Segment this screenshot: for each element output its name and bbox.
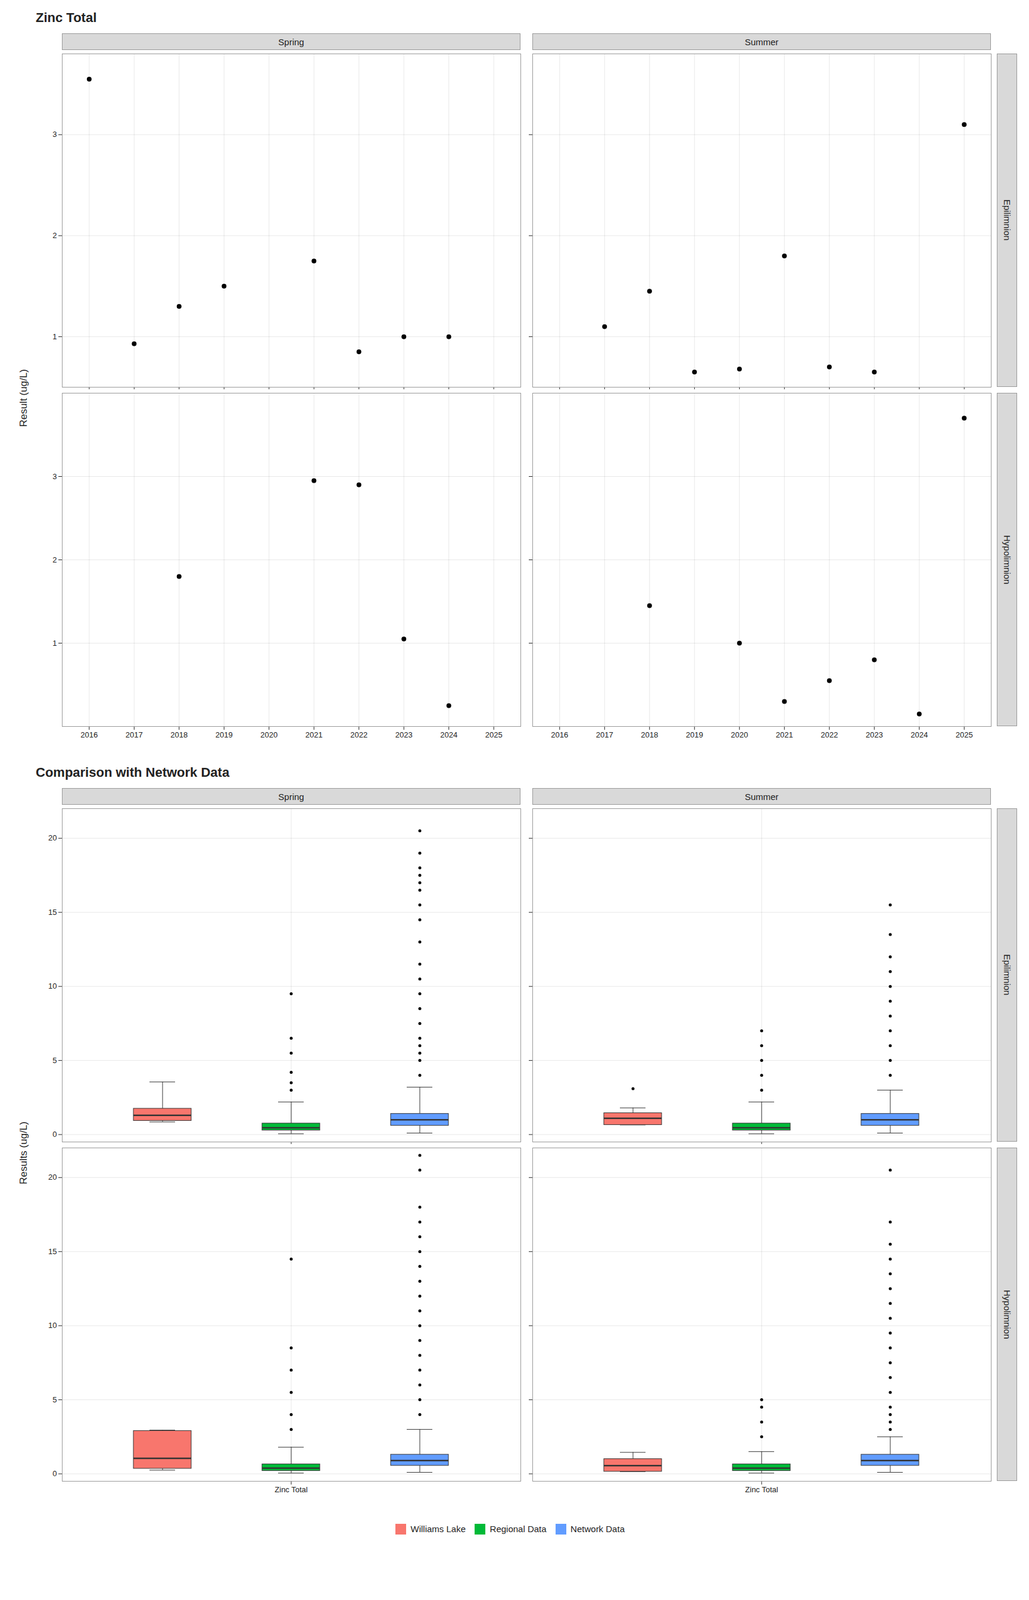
html-text:Regional Data: Regional Data: [489, 1524, 547, 1535]
svg-text:2018: 2018: [640, 730, 659, 740]
svg-text:0: 0: [52, 1130, 57, 1140]
svg-text:10: 10: [48, 981, 57, 991]
svg-text:2024: 2024: [910, 730, 928, 740]
html-text:Summer: Summer: [744, 36, 779, 47]
svg-text:3: 3: [52, 129, 57, 139]
svg-text:2: 2: [52, 231, 57, 240]
html-text:Summer: Summer: [744, 791, 779, 802]
svg-text:2023: 2023: [395, 730, 413, 740]
svg-text:Zinc Total: Zinc Total: [274, 1485, 308, 1495]
svg-text:15: 15: [48, 908, 57, 918]
svg-text:2024: 2024: [440, 730, 458, 740]
svg-text:2020: 2020: [260, 730, 278, 740]
svg-text:5: 5: [52, 1395, 57, 1405]
svg-text:10: 10: [48, 1321, 57, 1331]
svg-text:20: 20: [48, 833, 57, 843]
html-text:Hypolimnion: Hypolimnion: [1001, 535, 1013, 585]
html-text:Spring: Spring: [278, 36, 305, 47]
svg-text:15: 15: [48, 1247, 57, 1257]
svg-text:2022: 2022: [350, 730, 368, 740]
html-text:Result (ug/L): Result (ug/L): [17, 369, 30, 428]
html-text:Epilimnion: Epilimnion: [1001, 199, 1013, 241]
svg-text:2025: 2025: [955, 730, 974, 740]
html-text:Spring: Spring: [278, 791, 305, 802]
svg-text:2020: 2020: [730, 730, 748, 740]
svg-text:2: 2: [52, 555, 57, 565]
svg-text:2021: 2021: [775, 730, 794, 740]
svg-text:2023: 2023: [865, 730, 884, 740]
svg-text:0: 0: [52, 1469, 57, 1479]
svg-text:Zinc Total: Zinc Total: [744, 1485, 779, 1495]
svg-text:2019: 2019: [686, 730, 704, 740]
svg-text:1: 1: [52, 638, 57, 648]
svg-text:2017: 2017: [596, 730, 614, 740]
svg-text:2025: 2025: [485, 730, 503, 740]
svg-text:2021: 2021: [305, 730, 323, 740]
svg-text:3: 3: [52, 472, 57, 482]
svg-text:2022: 2022: [820, 730, 838, 740]
svg-text:2016: 2016: [550, 730, 569, 740]
svg-text:2017: 2017: [125, 730, 143, 740]
svg-text:20: 20: [48, 1173, 57, 1183]
svg-text:2019: 2019: [215, 730, 233, 740]
svg-text:5: 5: [52, 1056, 57, 1066]
html-text:Network Data: Network Data: [570, 1524, 625, 1535]
html-text:Zinc Total: Zinc Total: [35, 10, 97, 26]
html-text:Results (ug/L): Results (ug/L): [17, 1121, 30, 1185]
svg-text:2016: 2016: [80, 730, 98, 740]
svg-text:2018: 2018: [170, 730, 188, 740]
svg-text:1: 1: [52, 332, 57, 342]
html-text:Comparison with Network Data: Comparison with Network Data: [35, 765, 230, 781]
html-text:Epilimnion: Epilimnion: [1001, 954, 1013, 997]
html-text:Williams Lake: Williams Lake: [410, 1524, 466, 1535]
html-text:Hypolimnion: Hypolimnion: [1001, 1290, 1013, 1340]
